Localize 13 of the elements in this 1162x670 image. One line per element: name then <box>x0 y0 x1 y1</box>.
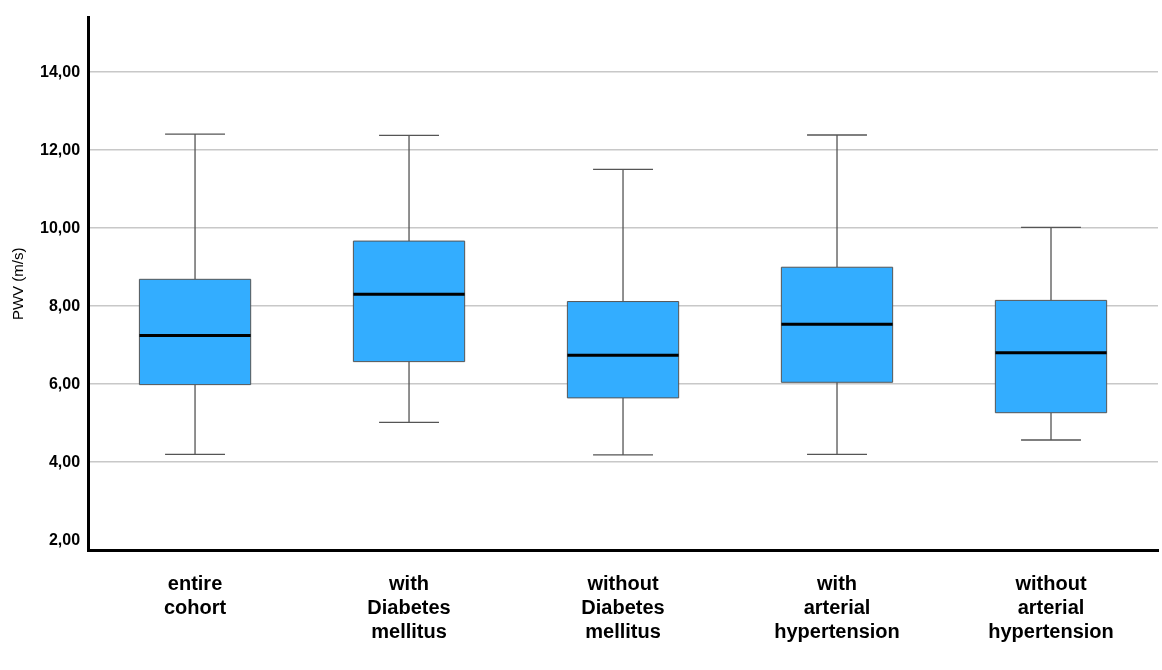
x-tick-label: with arterial hypertension <box>774 571 900 642</box>
x-tick-label: without Diabetes mellitus <box>581 571 665 642</box>
y-tick-label: 2,00 <box>48 530 81 548</box>
y-tick-label: 14,00 <box>39 62 81 80</box>
x-tick-label: entire cohort <box>163 571 227 618</box>
y-tick-label: 10,00 <box>39 218 81 236</box>
y-tick-label: 8,00 <box>48 296 81 314</box>
x-tick-label: without arterial hypertension <box>988 571 1114 642</box>
y-tick-label: 12,00 <box>39 140 81 158</box>
y-tick-label: 6,00 <box>48 374 81 392</box>
y-tick-label: 4,00 <box>48 452 81 470</box>
x-tick-label: with Diabetes mellitus <box>367 571 451 642</box>
y-axis-title: PWV (m/s) <box>9 247 27 321</box>
